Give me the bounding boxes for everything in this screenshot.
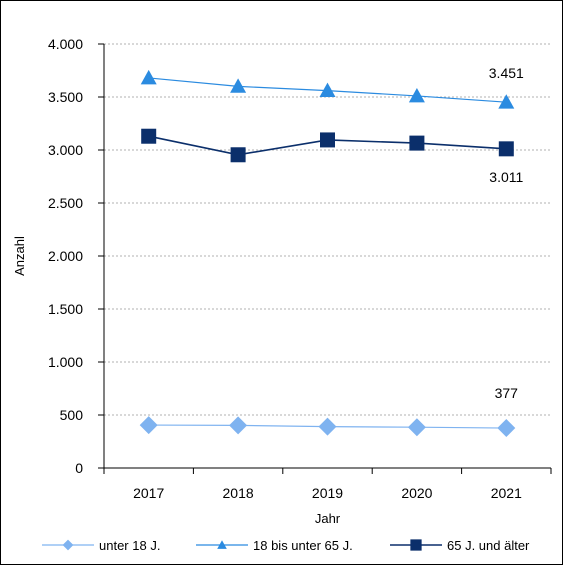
data-labels: 377 3.451 3.011 <box>489 65 524 401</box>
y-tick-label: 3.500 <box>48 89 83 105</box>
diamond-marker <box>318 417 337 436</box>
x-axis-title: Jahr <box>315 511 341 526</box>
diamond-marker <box>407 418 426 437</box>
y-tick-label: 0 <box>75 460 83 476</box>
x-tick-label: 2017 <box>133 485 164 501</box>
y-tick-label: 1.500 <box>48 301 83 317</box>
legend: unter 18 J. 18 bis unter 65 J. 65 J. und ä… <box>42 538 530 553</box>
y-tick-label: 500 <box>60 407 84 423</box>
series-triangle <box>140 69 515 109</box>
y-tick-labels: 0 500 1.000 1.500 2.000 2.500 3.000 3.500 4.000 <box>48 36 83 476</box>
triangle-marker <box>408 87 425 103</box>
grid-lines <box>104 43 551 416</box>
series-square <box>141 128 514 163</box>
y-tick-label: 2.000 <box>48 248 83 264</box>
triangle-marker <box>230 78 247 93</box>
x-tick-label: 2020 <box>401 485 432 501</box>
x-tick-label: 2018 <box>223 485 254 501</box>
x-tick-labels: 2017 2018 2019 2020 2021 <box>133 485 522 501</box>
legend-item: 65 J. und älter <box>390 538 530 553</box>
legend-label: 18 bis unter 65 J. <box>253 538 353 553</box>
x-tick-label: 2021 <box>491 485 522 501</box>
square-marker <box>230 147 246 163</box>
legend-label: unter 18 J. <box>99 538 160 553</box>
square-marker <box>320 132 335 148</box>
diamond-marker <box>62 539 74 551</box>
square-marker <box>409 135 425 151</box>
square-marker <box>141 128 157 144</box>
legend-item: 18 bis unter 65 J. <box>196 538 353 553</box>
legend-item: unter 18 J. <box>42 538 160 553</box>
y-axis-title: Anzahl <box>12 236 27 276</box>
legend-label: 65 J. und älter <box>447 538 530 553</box>
series-diamond <box>139 416 516 438</box>
square-marker <box>498 141 514 157</box>
diamond-marker <box>139 416 158 435</box>
data-label: 377 <box>495 385 519 401</box>
y-tick-label: 3.000 <box>48 142 83 158</box>
diamond-marker <box>497 419 516 438</box>
x-tick-label: 2019 <box>312 485 343 501</box>
triangle-marker <box>498 94 515 109</box>
diamond-marker <box>229 416 248 435</box>
data-label: 3.011 <box>489 169 523 185</box>
y-tick-label: 4.000 <box>48 36 83 52</box>
triangle-marker <box>140 69 157 85</box>
y-tick-label: 1.000 <box>48 354 83 370</box>
y-tick-label: 2.500 <box>48 195 83 211</box>
triangle-marker <box>217 540 227 549</box>
axes <box>98 43 552 474</box>
triangle-marker <box>319 82 336 98</box>
data-label: 3.451 <box>489 65 524 81</box>
square-marker <box>410 539 422 551</box>
series-group <box>139 69 516 438</box>
